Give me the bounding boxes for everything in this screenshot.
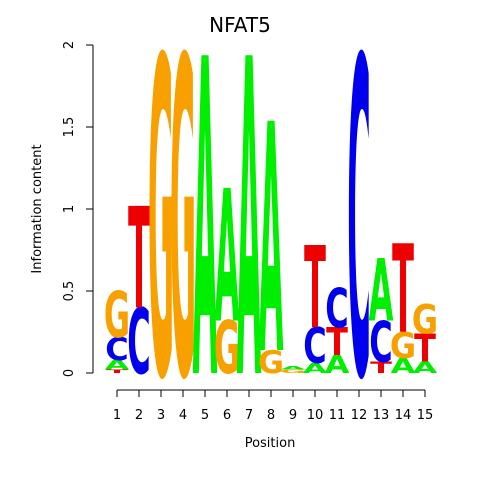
y-tick-label: 1 xyxy=(62,205,77,213)
x-tick-label: 7 xyxy=(245,408,253,423)
logo-letter-g: G xyxy=(390,325,416,367)
logo-letter-c: C xyxy=(105,332,128,368)
x-tick-label: 3 xyxy=(157,408,165,423)
logo-letter-a: A xyxy=(105,357,130,373)
chart-title: NFAT5 xyxy=(209,13,271,37)
logo-letter-t: T xyxy=(304,224,326,355)
x-tick-label: 6 xyxy=(223,408,231,423)
y-axis-label: Information content xyxy=(30,144,45,273)
logo-letter-a: A xyxy=(237,0,262,476)
logo-letter-a: A xyxy=(281,366,306,371)
logo-letter-g: G xyxy=(258,345,284,381)
x-tick-label: 15 xyxy=(417,408,434,423)
logo-letter-c: C xyxy=(127,289,150,394)
logo-letter-a: A xyxy=(303,360,328,376)
logo-letter-a: A xyxy=(391,355,416,378)
logo-letter-c: C xyxy=(369,310,392,375)
y-tick-label: 0 xyxy=(62,369,77,377)
logo-letter-a: A xyxy=(369,242,394,341)
logo-letter-t: T xyxy=(128,178,150,341)
x-axis-label: Position xyxy=(245,436,296,451)
x-tick-label: 4 xyxy=(179,408,187,423)
logo-letter-c: C xyxy=(325,278,348,340)
x-tick-label: 10 xyxy=(307,408,324,423)
logo-letter-t: T xyxy=(106,369,128,374)
logo-letter-c: C xyxy=(303,317,326,375)
x-tick-label: 14 xyxy=(395,408,412,423)
x-tick-label: 1 xyxy=(113,408,121,423)
logo-letter-a: A xyxy=(259,59,284,425)
logo-letter-g: G xyxy=(170,0,196,476)
logo-letter-a: A xyxy=(193,0,218,476)
x-tick-label: 2 xyxy=(135,408,143,423)
logo-letter-g: G xyxy=(280,369,306,374)
logo-letter-g: G xyxy=(148,0,174,476)
logo-letter-g: G xyxy=(104,279,130,352)
logo-letter-g: G xyxy=(214,307,240,391)
logo-letter-g: G xyxy=(412,296,438,344)
y-tick-label: 1.5 xyxy=(62,117,77,138)
logo-letter-t: T xyxy=(392,220,414,361)
x-tick-label: 11 xyxy=(329,408,346,423)
x-tick-label: 13 xyxy=(373,408,390,423)
x-tick-label: 9 xyxy=(289,408,297,423)
x-tick-label: 5 xyxy=(201,408,209,423)
logo-letter-t: T xyxy=(414,327,436,371)
logo-letter-t: T xyxy=(326,320,348,364)
logo-letter-c: C xyxy=(347,0,370,476)
x-tick-label: 8 xyxy=(267,408,275,423)
logo-letter-t: T xyxy=(370,359,393,377)
x-axis: 1 2 3 4 5 6 7 8 9 10 11 12 13 14 15 xyxy=(113,389,434,423)
x-tick-label: 12 xyxy=(351,408,368,423)
logo-letter-a: A xyxy=(325,350,350,379)
y-tick-label: 0.5 xyxy=(62,281,77,302)
logo-letter-a: A xyxy=(215,152,240,364)
y-axis: 0 0.5 1 1.5 2 xyxy=(62,41,94,377)
y-tick-label: 2 xyxy=(62,41,77,49)
logo-letter-a: A xyxy=(413,359,438,377)
